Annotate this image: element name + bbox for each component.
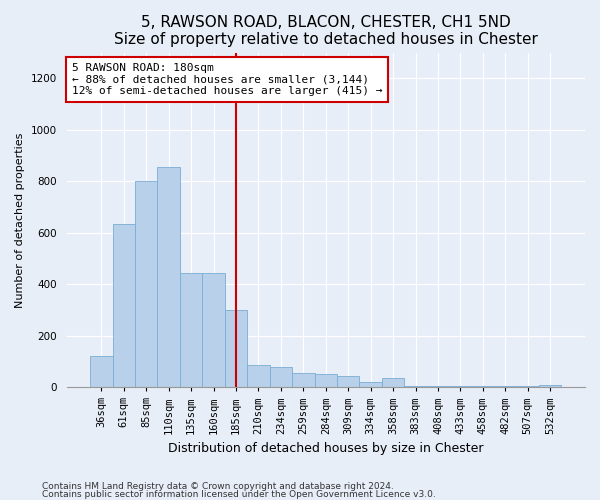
Text: Contains public sector information licensed under the Open Government Licence v3: Contains public sector information licen… xyxy=(42,490,436,499)
Text: 5 RAWSON ROAD: 180sqm
← 88% of detached houses are smaller (3,144)
12% of semi-d: 5 RAWSON ROAD: 180sqm ← 88% of detached … xyxy=(72,63,382,96)
Bar xyxy=(225,310,247,387)
Bar xyxy=(292,373,314,387)
Bar xyxy=(113,224,135,387)
Bar xyxy=(337,376,359,387)
Title: 5, RAWSON ROAD, BLACON, CHESTER, CH1 5ND
Size of property relative to detached h: 5, RAWSON ROAD, BLACON, CHESTER, CH1 5ND… xyxy=(114,15,538,48)
Text: Contains HM Land Registry data © Crown copyright and database right 2024.: Contains HM Land Registry data © Crown c… xyxy=(42,482,394,491)
Bar xyxy=(202,272,225,387)
Bar xyxy=(427,386,449,387)
Bar xyxy=(359,382,382,387)
Bar xyxy=(180,272,202,387)
Bar xyxy=(494,386,517,387)
Bar xyxy=(269,366,292,387)
Y-axis label: Number of detached properties: Number of detached properties xyxy=(15,132,25,308)
Bar xyxy=(247,366,269,387)
Bar xyxy=(517,386,539,387)
X-axis label: Distribution of detached houses by size in Chester: Distribution of detached houses by size … xyxy=(168,442,484,455)
Bar xyxy=(539,384,562,387)
Bar xyxy=(314,374,337,387)
Bar xyxy=(404,386,427,387)
Bar xyxy=(157,167,180,387)
Bar xyxy=(382,378,404,387)
Bar xyxy=(472,386,494,387)
Bar xyxy=(135,182,157,387)
Bar xyxy=(90,356,113,387)
Bar xyxy=(449,386,472,387)
